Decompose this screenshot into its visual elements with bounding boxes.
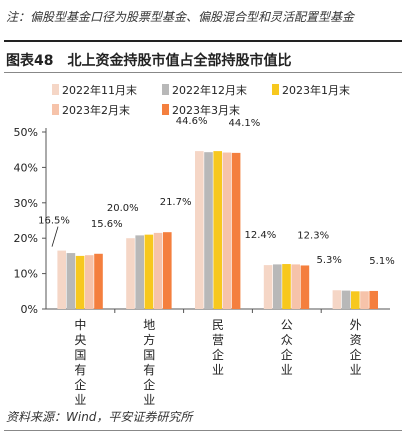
bar <box>144 234 154 309</box>
x-tick-label: 公众企业 <box>281 318 293 377</box>
bar <box>204 152 213 309</box>
figure-title: 图表48 北上资金持股市值占全部持股市值比 <box>6 50 291 70</box>
bar <box>195 151 204 309</box>
legend-label: 2022年11月末 <box>62 83 137 97</box>
y-tick-label: 0% <box>21 303 38 316</box>
bottom-rule <box>4 430 402 431</box>
data-label: 44.6% <box>176 116 208 127</box>
bar <box>263 265 273 309</box>
bar <box>213 151 222 309</box>
figure-number: 图表48 <box>6 53 54 69</box>
x-tick-label: 地方国有企业 <box>143 318 155 407</box>
bar <box>351 291 360 309</box>
legend-swatch <box>162 84 169 95</box>
bar <box>222 152 232 309</box>
data-label: 21.7% <box>160 197 192 208</box>
source-note: 资料来源：Wind，平安证券研究所 <box>6 410 193 424</box>
bar <box>273 264 282 309</box>
title-rule <box>4 72 402 73</box>
bar <box>126 238 135 309</box>
bar <box>153 232 163 309</box>
legend-swatch <box>272 84 279 95</box>
bar <box>341 290 351 309</box>
x-tick-label: 中央国有企业 <box>74 317 86 407</box>
legend-label: 2023年3月末 <box>172 103 240 117</box>
bar <box>231 152 241 309</box>
bar <box>66 253 76 309</box>
figure-title-text: 北上资金持股市值占全部持股市值比 <box>67 53 292 69</box>
data-label: 12.3% <box>297 230 329 241</box>
bar <box>85 255 94 309</box>
y-tick-label: 10% <box>14 268 38 281</box>
y-tick-label: 40% <box>14 161 38 174</box>
label-leader-line <box>51 226 59 247</box>
bar <box>94 253 103 309</box>
bar <box>75 255 85 309</box>
y-tick-label: 50% <box>14 126 38 139</box>
bar <box>300 265 310 309</box>
legend-swatch <box>52 84 59 95</box>
legend-swatch <box>52 104 59 115</box>
bar <box>135 235 144 309</box>
legend-label: 2023年2月末 <box>62 103 130 117</box>
data-label: 5.3% <box>316 255 341 266</box>
data-label: 20.0% <box>107 203 139 214</box>
y-tick-label: 20% <box>14 232 38 245</box>
data-label: 12.4% <box>245 230 277 241</box>
bar <box>57 250 66 309</box>
legend-label: 2023年1月末 <box>282 83 350 97</box>
footnote: 注：偏股型基金口径为股票型基金、偏股混合型和灵活配置型基金 <box>6 10 355 24</box>
data-label: 16.5% <box>38 216 70 227</box>
data-label: 5.1% <box>369 256 394 267</box>
y-tick-label: 30% <box>14 197 38 210</box>
bar <box>332 290 342 309</box>
x-tick-label: 外资企业 <box>350 318 362 377</box>
data-label: 15.6% <box>91 219 123 230</box>
legend-swatch <box>162 104 169 115</box>
x-tick-label: 民营企业 <box>212 318 224 377</box>
data-label: 44.1% <box>229 118 261 129</box>
bar <box>360 291 369 309</box>
bar <box>369 290 378 309</box>
bar <box>282 264 291 309</box>
bar <box>163 232 172 309</box>
bar <box>291 264 300 309</box>
legend-label: 2022年12月末 <box>172 83 247 97</box>
top-rule <box>4 40 402 42</box>
